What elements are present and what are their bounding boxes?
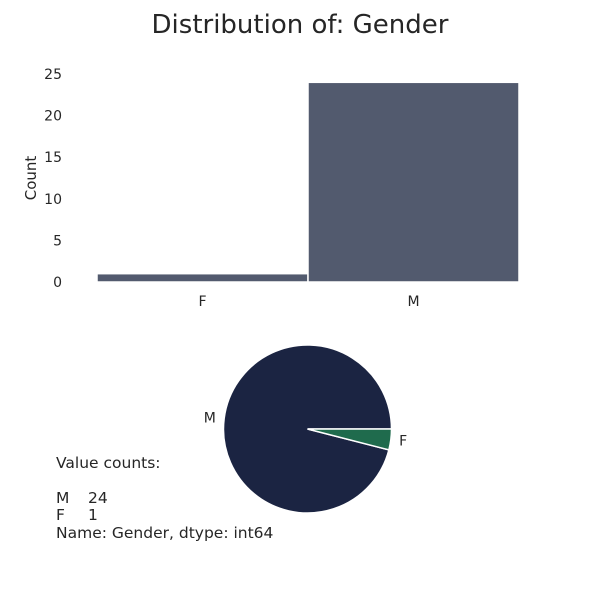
bar-F [96,272,309,283]
value-counts-header: Value counts: [56,454,161,472]
y-tick-label: 25 [44,67,62,83]
value-counts-text: Value counts: M 24 F 1 Name: Gender, dty… [56,454,274,542]
value-counts-footer: Name: Gender, dtype: int64 [56,523,274,542]
figure-title: Distribution of: Gender [152,10,449,40]
pie-label: F [399,434,407,450]
y-tick-label: 20 [44,109,62,125]
y-tick-label: 15 [44,150,62,166]
value-count-value: 24 [88,488,108,507]
pie-label: M [204,410,216,426]
value-count-key: F [56,506,65,524]
bar-M [307,81,520,283]
bar-chart: 0 5 10 15 20 25 Count F M [22,67,520,310]
x-tick-label: M [407,294,419,310]
y-tick-label: 5 [53,233,62,249]
y-axis-label: Count [22,156,40,201]
y-tick-label: 0 [53,275,62,291]
value-count-row: M 24 [56,488,273,508]
pie-chart: MF [204,344,407,514]
value-count-value: 1 [88,506,98,524]
x-tick-label: F [198,294,206,310]
value-count-key: M [56,488,70,507]
value-count-row: F 1 [56,506,273,525]
pie-slice-F [307,428,393,451]
y-tick-label: 10 [44,192,62,208]
